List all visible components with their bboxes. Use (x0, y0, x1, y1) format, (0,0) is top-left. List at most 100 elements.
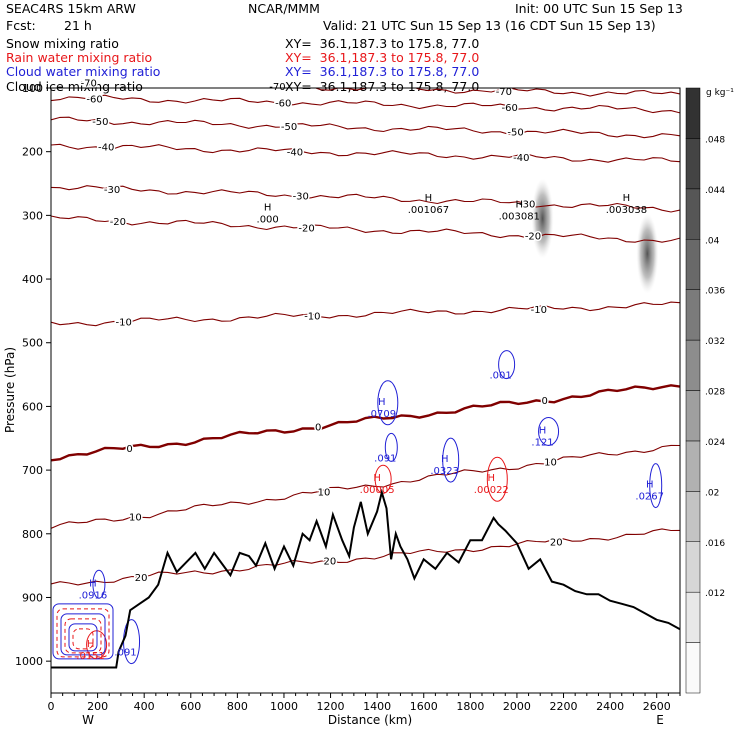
max-marker-H: H (488, 473, 496, 484)
max-value-label: .00005 (360, 485, 395, 496)
isotherm-label: -60 (275, 98, 291, 109)
isotherm-label: -60 (502, 103, 518, 114)
ice-shading-1 (636, 213, 659, 294)
max-marker-H: H (87, 639, 95, 650)
x-tick-label: 1400 (363, 700, 391, 713)
colorbar-tick-label: .024 (705, 438, 725, 448)
field-name-cloud-ice: Cloud ice mixing ratio (6, 79, 143, 94)
isotherm-label: -50 (281, 122, 297, 133)
isotherm-label: 10 (544, 458, 557, 469)
colorbar-tick-label: .012 (705, 589, 725, 599)
x-tick-label: 800 (227, 700, 248, 713)
x-tick-label: 1200 (317, 700, 345, 713)
isotherm-label: 10 (318, 487, 331, 498)
x-tick-label: 200 (87, 700, 108, 713)
field-name-rain: Rain water mixing ratio (6, 50, 153, 65)
colorbar-tick-label: .04 (705, 236, 720, 246)
header-valid: Valid: 21 UTC Sun 15 Sep 13 (16 CDT Sun … (323, 18, 656, 33)
mixing-ratio-contour-6 (384, 432, 398, 462)
isotherm-minus40 (51, 143, 680, 163)
isotherm-label: -60 (86, 94, 102, 105)
colorbar-bin (685, 642, 701, 694)
isotherm-label: -50 (507, 128, 523, 139)
isotherm-label: 0 (315, 422, 321, 433)
colorbar-bin (685, 390, 701, 442)
y-tick-label: 800 (22, 528, 43, 541)
colorbar-tick-label: .044 (705, 186, 725, 196)
max-marker-H: H (89, 578, 97, 589)
isotherm-20 (51, 528, 680, 586)
isotherm-label: -30 (293, 192, 309, 203)
isotherm-label: -30 (519, 200, 535, 211)
max-value-label: .003038 (606, 205, 647, 216)
isotherm-label: -70 (496, 87, 512, 98)
plot-frame (50, 87, 681, 694)
colorbar-tick-label: .036 (705, 287, 725, 297)
left-edge-contour-4 (68, 623, 98, 652)
mixing-ratio-contour-7 (442, 437, 460, 483)
colorbar-bin (685, 491, 701, 543)
y-tick-label: 300 (22, 209, 43, 222)
isotherm-label: -10 (116, 317, 132, 328)
max-value-label: .000 (257, 215, 279, 226)
isotherm-label: 20 (323, 557, 336, 568)
colorbar-bin (685, 239, 701, 290)
isotherm-label: -40 (513, 153, 529, 164)
x-tick-label: 2000 (503, 700, 531, 713)
field-xy-cloud-ice: XY= 36.1,187.3 to 175.8, 77.0 (285, 79, 480, 94)
colorbar-bin (685, 591, 701, 643)
colorbar-tick-label: .02 (705, 488, 719, 498)
x-tick-label: 1000 (270, 700, 298, 713)
isotherm-label: 10 (129, 512, 142, 523)
isotherm-label: -40 (287, 147, 303, 158)
left-edge-contour-3 (64, 618, 102, 654)
max-marker-H: H (378, 397, 386, 408)
isotherm-label: -20 (525, 232, 541, 243)
isotherm-minus20 (51, 215, 680, 243)
y-axis-label: Pressure (hPa) (3, 347, 17, 433)
isotherm-minus60 (51, 94, 680, 114)
left-edge-contour-5 (72, 628, 94, 650)
x-tick-label: 1800 (456, 700, 484, 713)
isotherm-label: -30 (104, 185, 120, 196)
isotherm-label: 20 (550, 537, 563, 548)
field-xy-cloud-water: XY= 36.1,187.3 to 175.8, 77.0 (285, 64, 480, 79)
max-value-label: .001067 (408, 205, 449, 216)
y-tick-label: 100 (22, 82, 43, 95)
isotherm-label: -10 (304, 312, 320, 323)
x-end-label-west: W (82, 713, 94, 727)
left-edge-contour-1 (56, 608, 110, 658)
colorbar-tick-label: .028 (705, 388, 725, 398)
isotherm-label: -40 (98, 143, 114, 154)
y-tick-label: 500 (22, 337, 43, 350)
y-tick-label: 1000 (15, 655, 43, 668)
x-tick-label: 0 (48, 700, 55, 713)
colorbar-bin (685, 440, 701, 492)
max-marker-H: H (539, 425, 547, 436)
terrain-profile (51, 488, 680, 669)
max-value-label: .121 (531, 437, 553, 448)
colorbar-bin (685, 188, 701, 240)
left-edge-contour-2 (60, 613, 106, 656)
header-org: NCAR/MMM (248, 1, 320, 16)
isotherm-10 (51, 444, 680, 529)
x-tick-label: 400 (134, 700, 155, 713)
max-marker-H: H (623, 193, 631, 204)
x-axis-label: Distance (km) (328, 713, 412, 727)
max-marker-H: H (646, 480, 654, 491)
max-value-label: .0916 (79, 590, 108, 601)
mixing-ratio-contour-8 (538, 416, 560, 446)
max-marker-H: H (425, 193, 433, 204)
x-tick-label: 2600 (643, 700, 671, 713)
left-edge-contour-0 (52, 603, 114, 660)
max-value-label: .0323 (430, 466, 459, 477)
colorbar-tick-label: .016 (705, 539, 725, 549)
isotherm-label: -50 (92, 117, 108, 128)
y-tick-label: 200 (22, 146, 43, 159)
max-value-label: .091 (114, 648, 136, 659)
max-value-label: .003081 (499, 211, 540, 222)
y-tick-label: 400 (22, 273, 43, 286)
isotherm-label: 0 (126, 444, 132, 455)
colorbar-tick-label: .032 (705, 337, 725, 347)
